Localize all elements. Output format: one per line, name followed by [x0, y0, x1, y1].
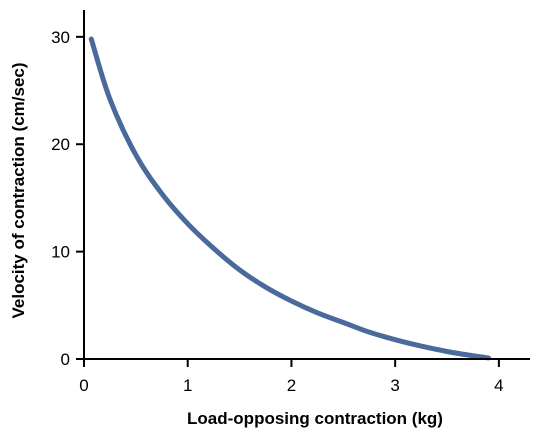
y-tick-label-20: 20 — [51, 135, 70, 154]
x-axis-ticks: 0 1 2 3 4 — [79, 359, 504, 395]
x-tick-label-0: 0 — [79, 376, 88, 395]
series-line-0 — [88, 36, 492, 361]
y-tick-label-30: 30 — [51, 28, 70, 47]
y-axis-ticks: 0 10 20 30 — [51, 28, 84, 369]
x-tick-label-4: 4 — [494, 376, 503, 395]
x-tick-label-2: 2 — [287, 376, 296, 395]
y-axis-title: Velocity of contraction (cm/sec) — [9, 62, 28, 318]
x-axis-title: Load-opposing contraction (kg) — [187, 409, 443, 428]
x-tick-label-1: 1 — [183, 376, 192, 395]
y-tick-label-10: 10 — [51, 243, 70, 262]
y-tick-label-0: 0 — [61, 350, 70, 369]
x-tick-label-3: 3 — [390, 376, 399, 395]
plot-area — [88, 36, 492, 361]
